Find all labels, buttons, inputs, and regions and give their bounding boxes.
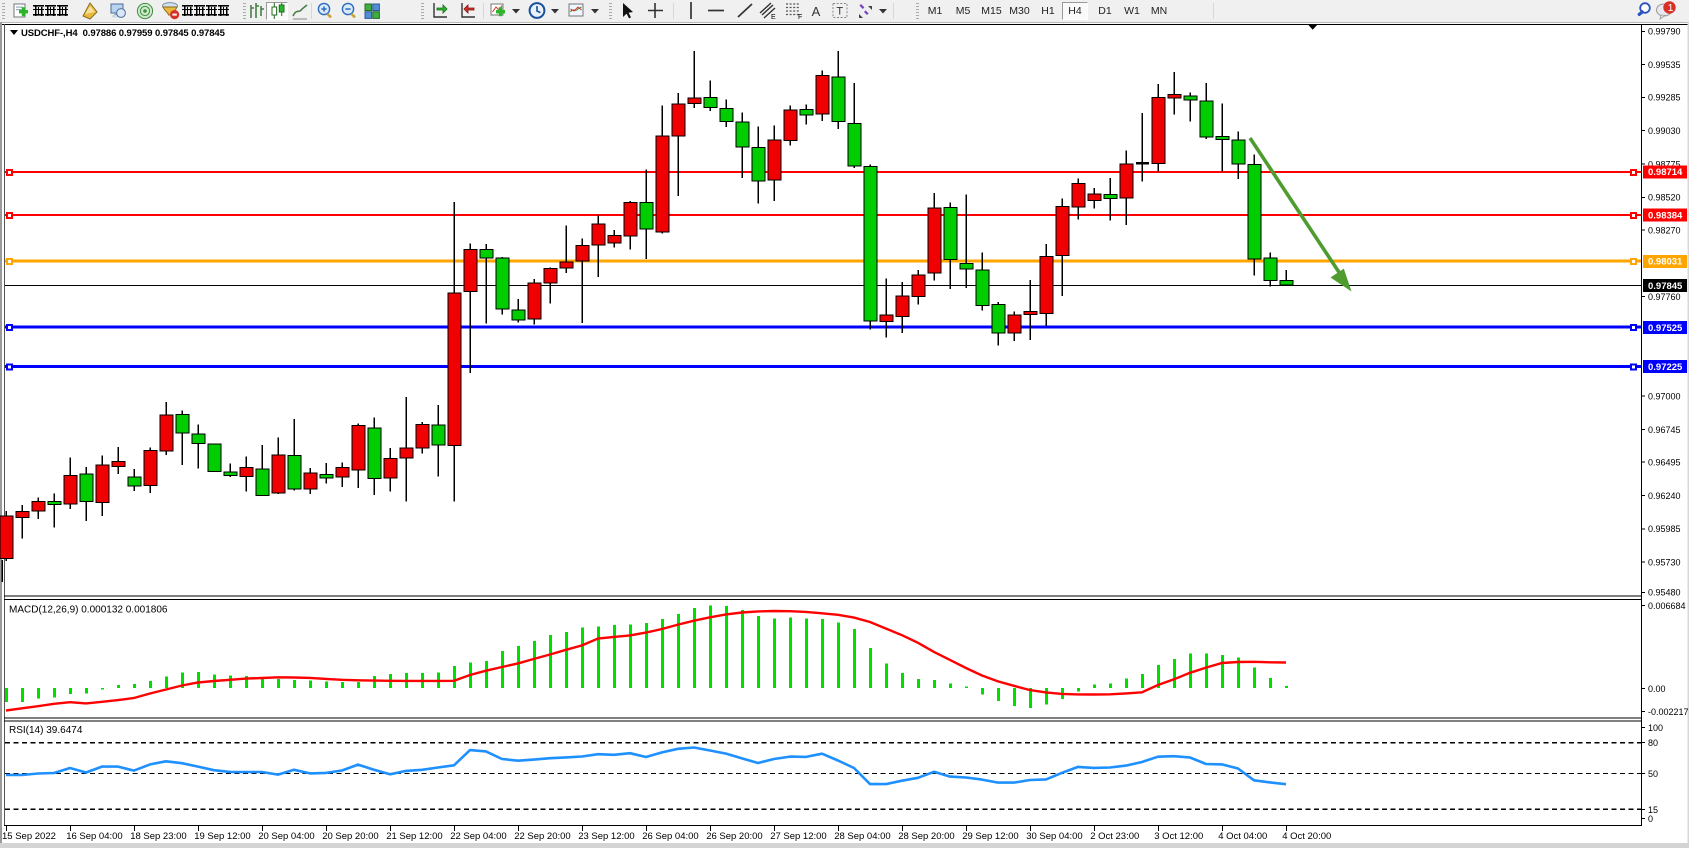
svg-text:19 Sep 12:00: 19 Sep 12:00: [194, 831, 251, 842]
svg-text:22 Sep 04:00: 22 Sep 04:00: [450, 831, 507, 842]
svg-text:4 Oct 20:00: 4 Oct 20:00: [1282, 831, 1331, 842]
svg-text:F: F: [798, 14, 802, 21]
svg-text:30 Sep 04:00: 30 Sep 04:00: [1026, 831, 1083, 842]
svg-text:T: T: [836, 6, 843, 18]
svg-text:26 Sep 20:00: 26 Sep 20:00: [706, 831, 763, 842]
svg-text:80: 80: [1648, 738, 1658, 748]
svg-text:22 Sep 20:00: 22 Sep 20:00: [514, 831, 571, 842]
svg-text:0.98031: 0.98031: [1648, 257, 1683, 268]
svg-text:0.99285: 0.99285: [1648, 93, 1681, 103]
svg-text:0.95480: 0.95480: [1648, 588, 1681, 598]
svg-text:E: E: [771, 14, 776, 21]
svg-text:23 Sep 12:00: 23 Sep 12:00: [578, 831, 635, 842]
svg-text:29 Sep 12:00: 29 Sep 12:00: [962, 831, 1019, 842]
svg-text:0.96745: 0.96745: [1648, 425, 1681, 435]
svg-text:0.96495: 0.96495: [1648, 458, 1681, 468]
svg-text:0.96240: 0.96240: [1648, 491, 1681, 501]
svg-text:0.006684: 0.006684: [1648, 601, 1686, 611]
svg-text:0.98775: 0.98775: [1648, 159, 1681, 169]
svg-text:RSI(14) 39.6474: RSI(14) 39.6474: [9, 725, 83, 736]
svg-text:0.98714: 0.98714: [1648, 167, 1683, 178]
svg-text:0.97000: 0.97000: [1648, 392, 1681, 402]
svg-text:0.00: 0.00: [1648, 684, 1666, 694]
svg-text:100: 100: [1648, 723, 1663, 733]
svg-text:0.99535: 0.99535: [1648, 60, 1681, 70]
svg-text:0.95985: 0.95985: [1648, 524, 1681, 534]
svg-text:1: 1: [1668, 2, 1674, 14]
svg-text:0.97845: 0.97845: [1648, 281, 1683, 292]
svg-text:0.99030: 0.99030: [1648, 126, 1681, 136]
svg-text:3 Oct 12:00: 3 Oct 12:00: [1154, 831, 1203, 842]
svg-text:0.98520: 0.98520: [1648, 193, 1681, 203]
svg-text:2 Oct 23:00: 2 Oct 23:00: [1090, 831, 1139, 842]
svg-text:15 Sep 2022: 15 Sep 2022: [2, 831, 56, 842]
svg-text:0.97225: 0.97225: [1648, 362, 1683, 373]
svg-text:USDCHF-,H4 0.97886 0.97959 0.: USDCHF-,H4 0.97886 0.97959 0.97845 0.978…: [21, 28, 226, 39]
svg-text:0: 0: [1648, 814, 1653, 824]
svg-text:28 Sep 20:00: 28 Sep 20:00: [898, 831, 955, 842]
svg-text:0.97525: 0.97525: [1648, 323, 1683, 334]
svg-text:MACD(12,26,9) 0.000132 0.00180: MACD(12,26,9) 0.000132 0.001806: [9, 605, 168, 616]
svg-text:0.97760: 0.97760: [1648, 292, 1681, 302]
svg-text:0.98270: 0.98270: [1648, 225, 1681, 235]
svg-text:50: 50: [1648, 769, 1658, 779]
svg-text:20 Sep 04:00: 20 Sep 04:00: [258, 831, 315, 842]
svg-text:28 Sep 04:00: 28 Sep 04:00: [834, 831, 891, 842]
svg-text:16 Sep 04:00: 16 Sep 04:00: [66, 831, 123, 842]
svg-text:0.98384: 0.98384: [1648, 210, 1683, 221]
svg-text:20 Sep 20:00: 20 Sep 20:00: [322, 831, 379, 842]
svg-text:21 Sep 12:00: 21 Sep 12:00: [386, 831, 443, 842]
svg-text:0.99790: 0.99790: [1648, 27, 1681, 37]
svg-text:18 Sep 23:00: 18 Sep 23:00: [130, 831, 187, 842]
svg-text:27 Sep 12:00: 27 Sep 12:00: [770, 831, 827, 842]
svg-text:-0.002217: -0.002217: [1648, 707, 1689, 717]
svg-text:26 Sep 04:00: 26 Sep 04:00: [642, 831, 699, 842]
svg-text:15: 15: [1648, 805, 1658, 815]
svg-text:0.95730: 0.95730: [1648, 558, 1681, 568]
svg-text:4 Oct 04:00: 4 Oct 04:00: [1218, 831, 1267, 842]
